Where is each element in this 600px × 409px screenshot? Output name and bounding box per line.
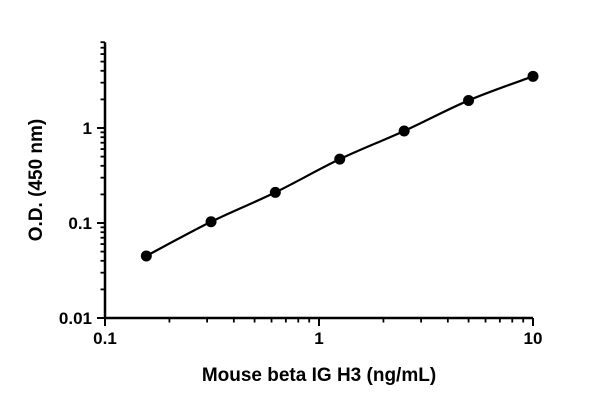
data-point-marker — [334, 153, 346, 165]
data-point-marker — [463, 94, 475, 106]
x-tick-label: 0.1 — [93, 329, 117, 348]
data-point-marker — [398, 125, 410, 137]
x-axis-title: Mouse beta IG H3 (ng/mL) — [202, 365, 436, 386]
y-tick-label: 0.01 — [59, 309, 92, 328]
data-point-marker — [527, 70, 539, 82]
y-axis-title: O.D. (450 nm) — [26, 119, 47, 241]
curve-line — [145, 75, 534, 257]
data-point-marker — [269, 186, 281, 198]
data-point-marker — [140, 250, 152, 262]
y-tick-label: 1 — [83, 119, 92, 138]
x-tick-label: 1 — [314, 329, 323, 348]
data-point-marker — [205, 216, 217, 228]
x-tick-label: 10 — [524, 329, 543, 348]
plot-area: 0.1 1 100.010.11 — [59, 41, 543, 348]
y-tick-label: 0.1 — [68, 214, 92, 233]
